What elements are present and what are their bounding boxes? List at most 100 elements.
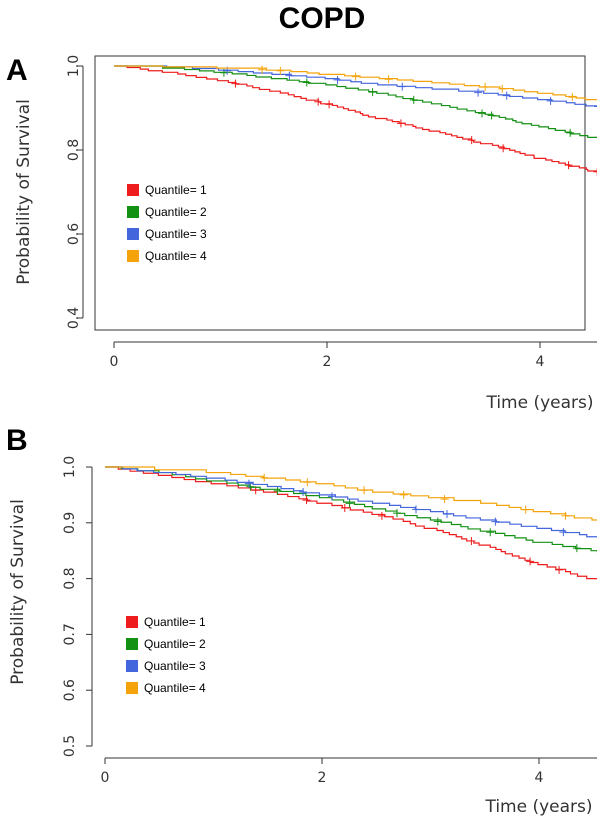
censor-mark	[260, 473, 269, 482]
censor-mark	[231, 79, 240, 88]
x-tick-label: 0	[101, 770, 110, 786]
y-tick-label: 0.6	[66, 223, 82, 245]
panel-b-label: B	[6, 424, 28, 457]
legend-swatch	[127, 184, 139, 196]
legend-label: Quantile= 4	[145, 249, 207, 263]
censor-mark	[478, 109, 487, 118]
legend-swatch	[127, 250, 139, 262]
y-axis-title: Probability of Survival	[8, 499, 28, 685]
legend-swatch	[127, 228, 139, 240]
censor-mark	[491, 517, 500, 526]
y-tick-label: 0.4	[66, 307, 82, 329]
censor-mark	[561, 511, 570, 520]
censor-mark	[396, 119, 405, 128]
censor-mark	[499, 144, 508, 153]
censor-mark	[285, 71, 294, 80]
x-tick-label: 0	[110, 354, 119, 370]
censor-mark	[360, 486, 369, 495]
censor-mark	[299, 487, 308, 496]
censor-mark	[467, 537, 476, 546]
survival-curve-2	[105, 466, 597, 552]
y-tick-label: 0.5	[62, 735, 78, 757]
survival-curve-1	[114, 65, 597, 172]
censor-mark	[487, 111, 496, 120]
censor-mark	[327, 492, 336, 501]
censor-mark	[368, 88, 377, 97]
censor-mark	[409, 95, 418, 104]
censor-mark	[546, 96, 555, 105]
censor-mark	[276, 66, 285, 75]
censor-mark	[333, 75, 342, 84]
censor-mark	[486, 528, 495, 537]
legend-label: Quantile= 3	[144, 659, 206, 673]
censor-mark	[433, 517, 442, 526]
censor-mark	[498, 84, 507, 93]
legend-swatch	[126, 638, 138, 650]
censor-mark	[398, 82, 407, 91]
survival-curve-3	[105, 466, 597, 538]
legend-label: Quantile= 2	[144, 637, 206, 651]
censor-mark	[325, 100, 334, 109]
survival-curve-2	[114, 65, 597, 138]
x-tick-label: 4	[536, 354, 545, 370]
y-tick-label: 0.8	[66, 139, 82, 161]
censor-mark	[502, 91, 511, 100]
censor-mark	[340, 503, 349, 512]
censor-mark	[474, 88, 483, 97]
censor-mark	[443, 510, 451, 519]
legend-label: Quantile= 1	[144, 615, 206, 629]
censor-mark	[314, 97, 323, 106]
censor-mark	[384, 75, 393, 84]
survival-curve-1	[105, 466, 597, 580]
x-axis-title: Time (years)	[485, 393, 593, 413]
censor-mark	[440, 495, 449, 504]
censor-mark	[399, 490, 408, 499]
y-tick-label: 0.9	[62, 512, 78, 534]
y-tick-label: 0.6	[62, 679, 78, 701]
censor-mark	[273, 486, 282, 495]
legend-swatch	[127, 206, 139, 218]
censor-mark	[481, 82, 490, 91]
survival-curve-4	[105, 466, 597, 521]
censor-mark	[303, 478, 312, 487]
survival-curve-4	[114, 65, 597, 101]
x-tick-label: 2	[323, 354, 332, 370]
censor-mark	[564, 161, 573, 170]
plot-frame	[94, 55, 586, 331]
censor-mark	[559, 528, 568, 537]
censor-mark	[566, 128, 575, 137]
legend-label: Quantile= 4	[144, 681, 206, 695]
censor-mark	[351, 72, 360, 81]
censor-mark	[593, 167, 597, 176]
x-tick-label: 2	[318, 770, 327, 786]
censor-mark	[594, 105, 597, 107]
censor-mark	[258, 65, 267, 74]
censor-mark	[412, 505, 421, 514]
censor-mark	[568, 93, 577, 102]
censor-mark	[302, 78, 311, 87]
censor-mark	[244, 479, 253, 488]
survival-curve-3	[114, 65, 597, 107]
censor-mark	[555, 565, 564, 574]
legend-label: Quantile= 1	[145, 183, 207, 197]
censor-mark	[572, 544, 581, 553]
censor-mark	[392, 509, 401, 518]
x-axis-title: Time (years)	[484, 797, 592, 817]
panel-a-label: A	[6, 54, 28, 87]
x-tick-label: 4	[535, 770, 544, 786]
y-axis-title: Probability of Survival	[14, 99, 34, 285]
legend-swatch	[126, 682, 138, 694]
legend-label: Quantile= 3	[145, 227, 207, 241]
censor-mark	[467, 136, 476, 145]
censor-mark	[302, 496, 311, 505]
censor-mark	[521, 505, 530, 514]
censor-mark	[345, 499, 354, 508]
y-tick-label: 0.8	[62, 567, 78, 589]
legend-swatch	[126, 660, 138, 672]
censor-mark	[526, 557, 535, 566]
